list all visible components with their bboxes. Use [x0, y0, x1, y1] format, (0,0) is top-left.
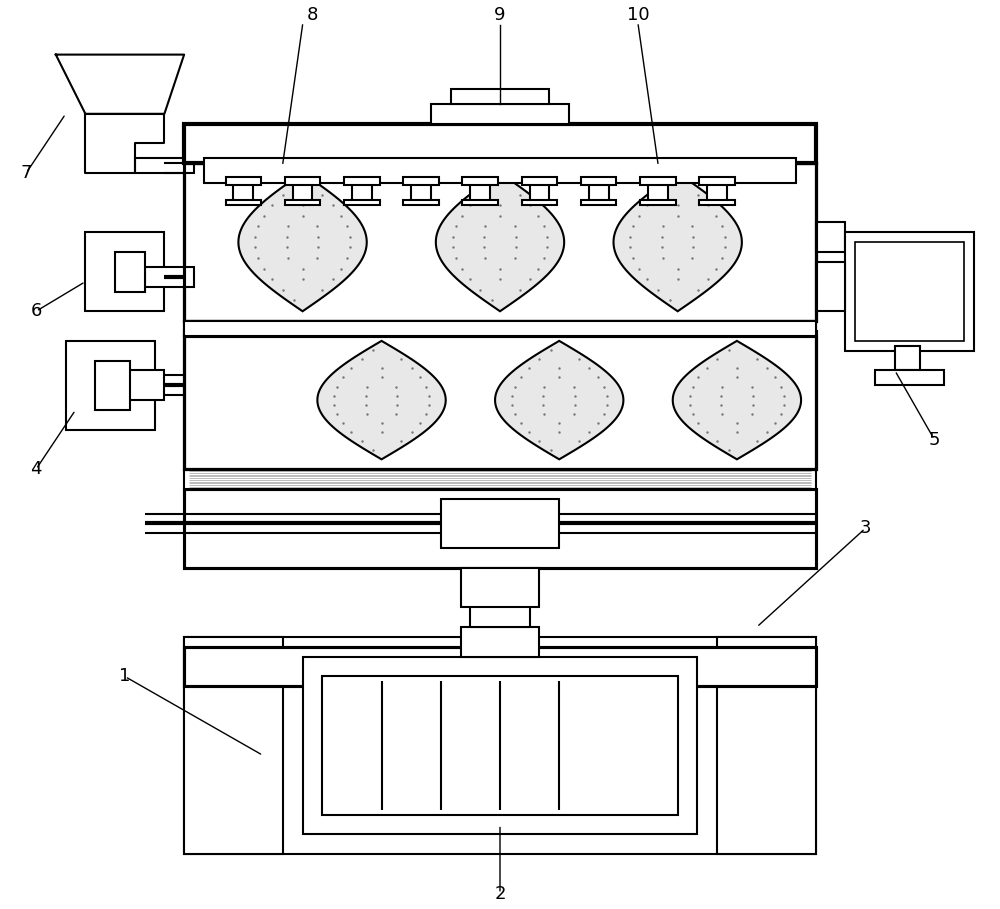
Polygon shape	[614, 173, 742, 311]
Bar	[581, 200, 616, 205]
Bar	[285, 177, 320, 185]
Bar	[845, 233, 974, 351]
Polygon shape	[56, 55, 184, 114]
Text: 7: 7	[20, 164, 32, 182]
Polygon shape	[673, 341, 801, 459]
Bar	[184, 647, 816, 686]
Bar	[403, 177, 439, 185]
Bar	[470, 603, 530, 627]
Bar	[699, 200, 735, 205]
Bar	[204, 158, 796, 183]
Text: 3: 3	[859, 519, 871, 537]
Bar	[816, 223, 845, 252]
Bar	[85, 233, 164, 311]
Bar	[717, 637, 816, 854]
Bar	[461, 568, 539, 607]
Bar	[648, 183, 668, 203]
Bar	[581, 177, 616, 185]
Bar	[184, 469, 816, 489]
Text: 5: 5	[929, 431, 940, 448]
Bar	[344, 200, 380, 205]
Polygon shape	[317, 341, 446, 459]
Bar	[855, 242, 964, 341]
Bar	[411, 183, 431, 203]
Bar	[344, 177, 380, 185]
Bar	[352, 183, 372, 203]
Bar	[184, 336, 816, 469]
Bar	[184, 637, 283, 854]
Bar	[184, 637, 816, 854]
Bar	[184, 489, 816, 568]
Bar	[451, 89, 549, 104]
Bar	[95, 361, 130, 410]
Bar	[530, 183, 549, 203]
Text: 6: 6	[30, 303, 42, 320]
Text: 10: 10	[627, 6, 650, 25]
Bar	[461, 627, 539, 656]
Polygon shape	[495, 341, 623, 459]
Bar	[184, 321, 816, 336]
Bar	[184, 124, 816, 164]
Bar	[226, 200, 261, 205]
Bar	[293, 183, 312, 203]
Polygon shape	[85, 114, 164, 173]
Bar	[462, 177, 498, 185]
Bar	[285, 200, 320, 205]
Bar	[640, 177, 676, 185]
Bar	[135, 158, 194, 173]
Bar	[115, 252, 145, 292]
Text: 1: 1	[119, 667, 131, 685]
Bar	[233, 183, 253, 203]
Bar	[322, 676, 678, 814]
Bar	[895, 345, 920, 371]
Bar	[184, 164, 816, 321]
Bar	[640, 200, 676, 205]
Bar	[184, 164, 816, 321]
Bar	[707, 183, 727, 203]
Polygon shape	[436, 173, 564, 311]
Bar	[875, 371, 944, 385]
Bar	[441, 499, 559, 548]
Polygon shape	[238, 173, 367, 311]
Bar	[699, 177, 735, 185]
Bar	[125, 371, 164, 400]
Bar	[522, 177, 557, 185]
Bar	[184, 321, 816, 336]
Bar	[184, 331, 816, 469]
Bar	[226, 177, 261, 185]
Text: 4: 4	[30, 460, 42, 478]
Bar	[303, 656, 697, 834]
Bar	[522, 200, 557, 205]
Bar	[66, 341, 155, 430]
Bar	[145, 267, 194, 286]
Text: 2: 2	[494, 884, 506, 903]
Text: 9: 9	[494, 6, 506, 25]
Bar	[470, 183, 490, 203]
Bar	[589, 183, 609, 203]
Bar	[816, 262, 845, 311]
Bar	[431, 104, 569, 124]
Bar	[403, 200, 439, 205]
Bar	[462, 200, 498, 205]
Text: 8: 8	[307, 6, 318, 25]
